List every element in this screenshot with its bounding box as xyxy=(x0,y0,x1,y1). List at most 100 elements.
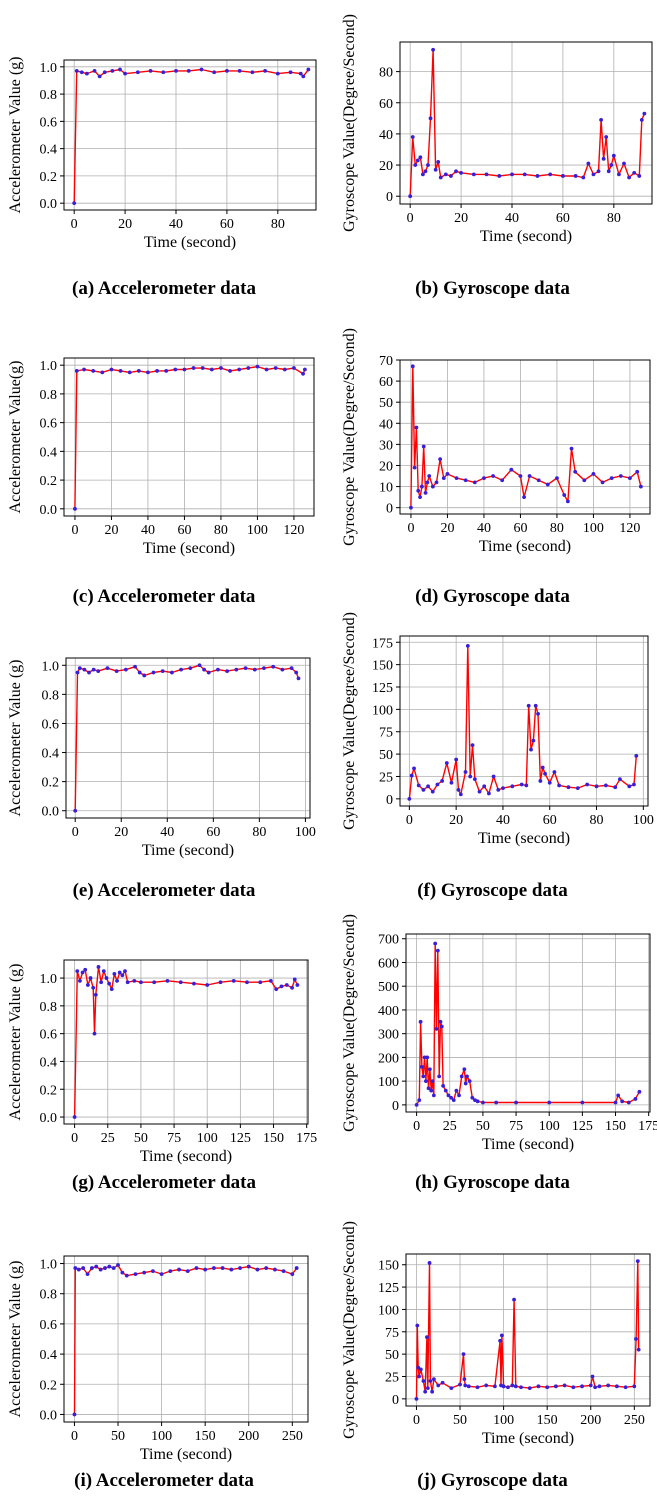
y-tick-label: 0.2 xyxy=(42,776,60,791)
data-point xyxy=(421,787,426,792)
data-point xyxy=(581,175,586,180)
data-point xyxy=(74,69,79,73)
x-tick-label: 150 xyxy=(605,1119,626,1134)
data-point xyxy=(414,1102,419,1107)
data-point xyxy=(500,478,505,483)
chart-panel-c: 0 20 40 60 80 100 120 0.0 0.2 0.4 0.6 0.8 1.0 Time (s… xyxy=(6,344,324,557)
data-point xyxy=(427,1067,432,1072)
data-point xyxy=(431,1093,436,1098)
chart-j-svg: 0 50 100 150 200 250 0 25 50 75 100 125 150 Time (sec… xyxy=(341,1221,651,1447)
data-point xyxy=(571,1385,576,1390)
data-point xyxy=(91,369,96,373)
data-point xyxy=(234,667,239,672)
data-point xyxy=(306,67,311,72)
data-point xyxy=(642,111,647,116)
data-point xyxy=(123,969,127,974)
y-tick-label: 25 xyxy=(385,1370,399,1385)
data-point xyxy=(418,1367,423,1372)
caption-h: (h) Gyroscope data xyxy=(415,1172,570,1193)
data-point xyxy=(427,1261,432,1265)
data-point xyxy=(433,167,438,172)
data-point xyxy=(127,370,132,375)
data-point xyxy=(441,1083,446,1088)
caption-e: (e) Accelerometer data xyxy=(72,880,256,901)
data-point xyxy=(423,1079,428,1084)
data-point xyxy=(477,789,482,794)
x-tick-label: 20 xyxy=(454,211,468,226)
x-tick-label: 150 xyxy=(195,1429,216,1444)
data-point xyxy=(421,1074,426,1079)
data-point xyxy=(510,784,515,789)
data-point xyxy=(152,980,157,985)
data-point xyxy=(593,1385,597,1390)
y-tick-label: 20 xyxy=(379,159,393,174)
y-tick-label: 0.8 xyxy=(42,688,60,703)
data-point xyxy=(192,981,196,986)
data-point xyxy=(74,369,79,373)
data-point xyxy=(463,478,468,483)
data-point xyxy=(591,172,596,177)
data-point xyxy=(426,163,430,167)
plot-frame-i xyxy=(63,1255,309,1423)
data-point xyxy=(639,117,644,122)
x-tick-label: 60 xyxy=(556,211,570,226)
x-tick-label: 75 xyxy=(509,1119,523,1134)
data-point xyxy=(430,789,435,794)
y-tick-label: 100 xyxy=(378,1303,399,1318)
data-point xyxy=(225,669,230,673)
caption-f: (f) Gyroscope data xyxy=(417,880,568,901)
plot-frame-g xyxy=(63,959,309,1125)
data-point xyxy=(580,1100,585,1105)
y-tick-label: 175 xyxy=(372,636,393,651)
data-point xyxy=(445,472,450,476)
caption-a: (a) Accelerometer data xyxy=(72,278,256,299)
x-tick-label: 80 xyxy=(607,211,621,226)
x-tick-label: 80 xyxy=(214,523,228,538)
data-point xyxy=(200,366,205,370)
data-point xyxy=(146,370,150,375)
data-point xyxy=(618,474,623,478)
y-tick-label: 0.2 xyxy=(40,474,58,489)
data-point xyxy=(294,1266,299,1270)
y-tick-label: 0.6 xyxy=(40,1028,58,1043)
data-point xyxy=(454,1088,459,1093)
data-point xyxy=(420,1065,424,1069)
data-point xyxy=(76,1267,81,1272)
data-point xyxy=(179,667,183,672)
data-point xyxy=(112,971,117,976)
data-point xyxy=(538,779,543,783)
y-tick-label: 1.0 xyxy=(42,659,60,674)
data-point xyxy=(634,1337,638,1341)
data-point xyxy=(617,172,621,177)
data-point xyxy=(471,172,476,177)
data-point xyxy=(632,1384,637,1389)
data-point xyxy=(428,1379,433,1383)
data-point xyxy=(294,670,299,675)
x-tick-label: 20 xyxy=(440,521,454,536)
data-point xyxy=(461,1352,466,1357)
y-tick-label: 60 xyxy=(379,375,393,390)
data-point xyxy=(409,505,413,510)
y-tick-label: 0.8 xyxy=(40,1288,58,1303)
series-line-a xyxy=(73,68,309,204)
data-point xyxy=(272,1267,277,1272)
chart-panel-g: 0 25 50 75 100 125 150 175 0.0 0.2 0.4 0.6 0.8 1.0 Tim… xyxy=(6,940,324,1165)
data-point xyxy=(191,366,196,370)
data-point xyxy=(151,670,156,675)
data-point xyxy=(418,155,423,160)
y-tick-label: 150 xyxy=(378,1259,399,1274)
data-point xyxy=(82,667,87,672)
y-tick-label: 100 xyxy=(372,703,393,718)
chart-c-svg: 0 20 40 60 80 100 120 0.0 0.2 0.4 0.6 0.8 1.0 Time (s… xyxy=(7,357,315,557)
x-tick-label: 0 xyxy=(71,1429,78,1444)
data-point xyxy=(281,1269,286,1273)
x-tick-label: 100 xyxy=(295,825,316,840)
y-axis-label-i: Accelerometer Value (g) xyxy=(7,1261,24,1418)
x-axis-label-i: Time (second) xyxy=(140,1446,232,1463)
data-point xyxy=(548,172,553,177)
data-point xyxy=(499,1333,504,1338)
x-tick-label: 175 xyxy=(638,1119,657,1134)
x-tick-label: 250 xyxy=(624,1413,645,1428)
data-point xyxy=(457,1093,461,1098)
y-tick-label: 0 xyxy=(392,1099,399,1114)
